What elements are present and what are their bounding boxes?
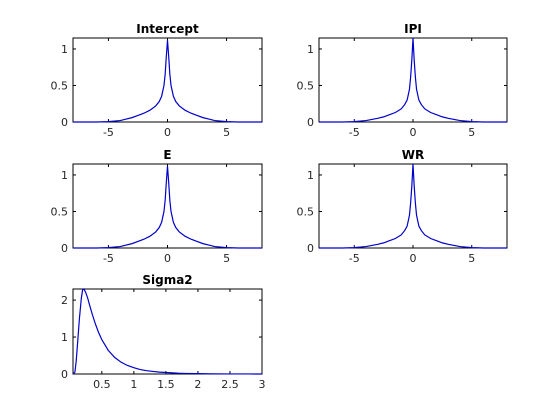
y-tick-label: 0 [307, 242, 314, 255]
y-tick-label: 0.5 [297, 205, 315, 218]
x-tick-label: -5 [349, 126, 360, 139]
x-tick-label: 5 [223, 252, 230, 265]
x-tick-label: 0 [164, 252, 171, 265]
x-tick-label: 5 [468, 126, 475, 139]
x-tick-label: 2.5 [221, 378, 239, 391]
y-tick-label: 2 [61, 294, 68, 307]
x-tick-label: -5 [103, 252, 114, 265]
density-curve [72, 288, 263, 375]
axes-box [72, 37, 263, 123]
y-tick-label: 0 [61, 368, 68, 381]
subplot-intercept: Intercept -5 0 5 0 0.5 1 [51, 22, 263, 139]
y-tick-label: 0 [307, 116, 314, 129]
x-tick-label: 3 [259, 378, 266, 391]
x-tick-label: 0 [164, 126, 171, 139]
density-curve [73, 166, 262, 249]
subplot-sigma2: Sigma2 0.5 1 1.5 2 2.5 3 0 1 2 [61, 273, 266, 391]
x-tick-label: -5 [349, 252, 360, 265]
axes-box [318, 37, 508, 123]
subplot-ipi: IPI -5 0 5 0 0.5 1 [297, 22, 508, 139]
subplot-title: WR [402, 148, 424, 162]
axes-box [72, 163, 263, 249]
subplot-title: Intercept [136, 22, 199, 36]
x-tick-label: 2 [194, 378, 201, 391]
y-tick-label: 1 [307, 169, 314, 182]
subplot-title: Sigma2 [142, 273, 192, 287]
x-tick-label: 0 [410, 126, 417, 139]
subplot-title: E [163, 148, 171, 162]
y-tick-label: 0.5 [51, 79, 69, 92]
y-tick-label: 1 [61, 331, 68, 344]
axes-box [318, 163, 508, 249]
x-tick-label: -5 [103, 126, 114, 139]
y-tick-label: 1 [61, 43, 68, 56]
x-tick-label: 5 [223, 126, 230, 139]
density-curve [319, 163, 507, 249]
y-tick-label: 0 [61, 116, 68, 129]
y-tick-label: 1 [61, 169, 68, 182]
y-tick-label: 0.5 [51, 205, 69, 218]
x-tick-label: 1.5 [157, 378, 175, 391]
subplot-wr: WR -5 0 5 0 0.5 1 [297, 148, 508, 265]
y-tick-label: 0.5 [297, 79, 315, 92]
density-curve [319, 37, 507, 123]
subplot-title: IPI [404, 22, 422, 36]
density-curve [73, 40, 262, 123]
subplot-e: E -5 0 5 0 0.5 1 [51, 148, 263, 265]
y-tick-label: 1 [307, 43, 314, 56]
x-tick-label: 5 [468, 252, 475, 265]
x-tick-label: 1 [130, 378, 137, 391]
x-tick-label: 0 [410, 252, 417, 265]
x-tick-label: 0.5 [93, 378, 111, 391]
y-tick-label: 0 [61, 242, 68, 255]
axes-box [72, 288, 263, 375]
